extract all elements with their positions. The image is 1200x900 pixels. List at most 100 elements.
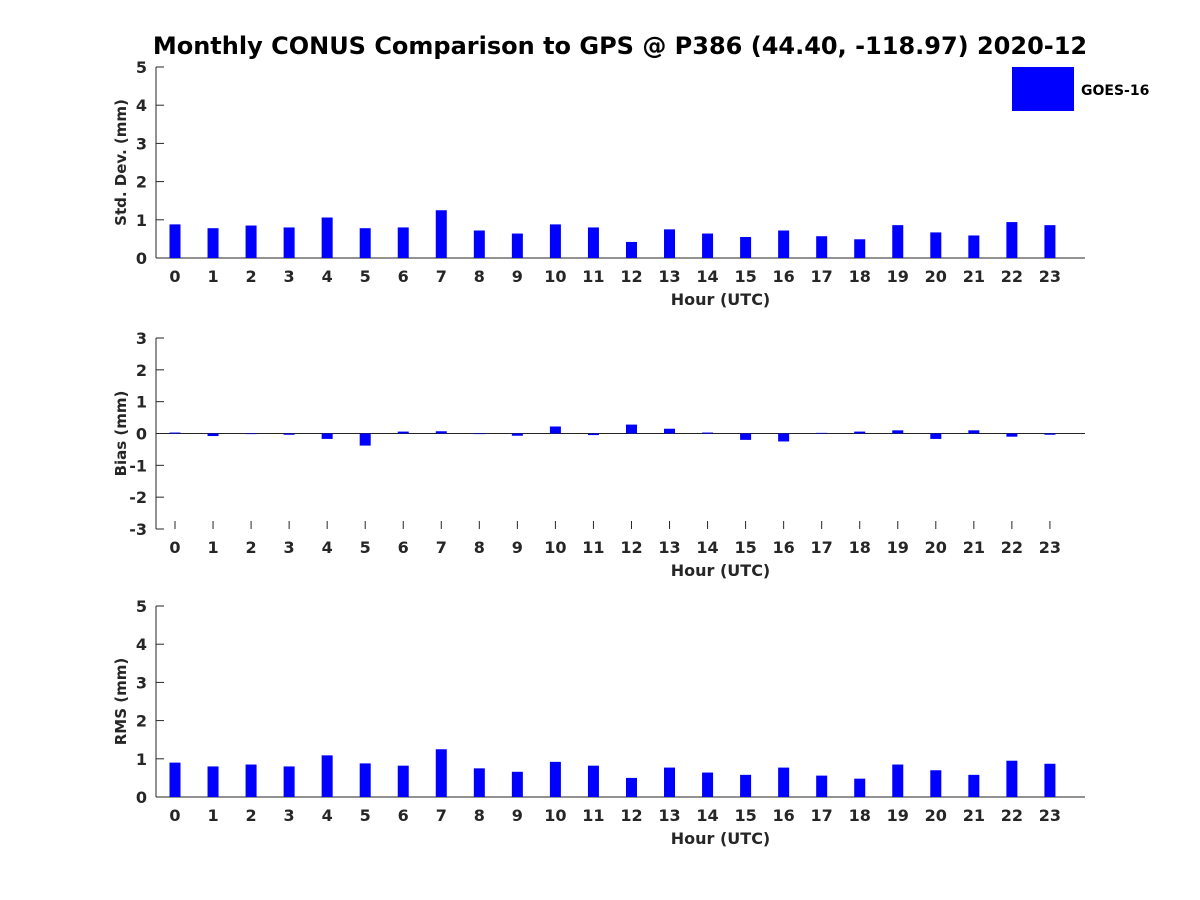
x-tick-label: 8 (474, 267, 485, 286)
bar-rms-hour-8 (473, 768, 485, 797)
bar-rms-hour-23 (1044, 763, 1056, 797)
bar-rms-hour-21 (968, 774, 980, 797)
bar-bias-hour-17 (816, 432, 828, 434)
y-tick-label: 2 (136, 712, 147, 731)
y-axis-label: Std. Dev. (mm) (112, 99, 130, 226)
x-tick-label: 2 (246, 267, 257, 286)
bar-bias-hour-13 (664, 428, 676, 434)
bar-rms-hour-20 (930, 770, 942, 797)
x-tick-label: 19 (887, 806, 909, 825)
x-tick-label: 4 (322, 806, 333, 825)
x-tick-label: 8 (474, 806, 485, 825)
x-tick-label: 18 (849, 806, 871, 825)
legend: GOES-16 (1012, 67, 1149, 111)
y-tick-label: -2 (129, 488, 147, 507)
x-tick-label: 22 (1001, 267, 1023, 286)
x-axis-label: Hour (UTC) (671, 829, 771, 848)
x-tick-label: 17 (811, 267, 833, 286)
bar-bias-hour-0 (169, 432, 181, 434)
x-tick-label: 12 (620, 538, 642, 557)
legend-label-goes-16: GOES-16 (1081, 83, 1149, 99)
bar-std-dev-hour-3 (283, 227, 295, 258)
x-tick-label: 10 (544, 806, 566, 825)
x-tick-label: 12 (620, 267, 642, 286)
bar-bias-hour-20 (930, 433, 942, 439)
bar-bias-hour-3 (283, 433, 295, 435)
bar-std-dev-hour-2 (245, 225, 257, 258)
bar-rms-hour-5 (359, 763, 371, 797)
y-tick-label: -3 (129, 520, 147, 539)
bar-rms-hour-7 (435, 749, 447, 797)
y-axis-label: Bias (mm) (112, 391, 130, 477)
x-tick-label: 8 (474, 538, 485, 557)
bar-rms-hour-2 (245, 764, 257, 797)
x-tick-label: 13 (658, 267, 680, 286)
x-tick-label: 18 (849, 538, 871, 557)
x-tick-label: 14 (696, 538, 718, 557)
y-tick-label: 1 (136, 393, 147, 412)
y-tick-label: 0 (136, 249, 147, 268)
x-tick-label: 22 (1001, 538, 1023, 557)
x-tick-label: 1 (207, 806, 218, 825)
x-axis-label: Hour (UTC) (671, 290, 771, 309)
x-tick-label: 4 (322, 267, 333, 286)
x-tick-label: 16 (773, 538, 795, 557)
bar-bias-hour-5 (359, 433, 371, 446)
bar-rms-hour-6 (397, 765, 409, 797)
bar-std-dev-hour-8 (473, 230, 485, 258)
bar-std-dev-hour-21 (968, 235, 980, 258)
bar-rms-hour-17 (816, 775, 828, 797)
bar-std-dev-hour-22 (1006, 222, 1018, 258)
x-tick-label: 9 (512, 806, 523, 825)
bar-rms-hour-4 (321, 755, 333, 797)
x-tick-label: 16 (773, 267, 795, 286)
y-tick-label: 4 (136, 635, 147, 654)
x-tick-label: 13 (658, 806, 680, 825)
bar-bias-hour-11 (587, 433, 599, 436)
x-tick-label: 6 (398, 267, 409, 286)
x-tick-label: 15 (734, 538, 756, 557)
y-axis-label: RMS (mm) (112, 658, 130, 745)
bar-rms-hour-15 (740, 774, 752, 797)
bar-std-dev-hour-7 (435, 210, 447, 258)
x-tick-label: 6 (398, 538, 409, 557)
x-tick-label: 21 (963, 267, 985, 286)
x-tick-label: 20 (925, 538, 947, 557)
bar-std-dev-hour-5 (359, 228, 371, 258)
x-tick-label: 19 (887, 538, 909, 557)
bar-bias-hour-18 (854, 431, 866, 434)
x-tick-label: 17 (811, 806, 833, 825)
bar-bias-hour-8 (473, 433, 485, 435)
x-tick-label: 16 (773, 806, 795, 825)
y-tick-label: 3 (136, 134, 147, 153)
bar-std-dev-hour-12 (625, 241, 637, 258)
bar-std-dev-hour-11 (587, 227, 599, 258)
x-tick-label: 1 (207, 538, 218, 557)
bar-rms-hour-11 (587, 765, 599, 797)
x-tick-label: 17 (811, 538, 833, 557)
x-tick-label: 0 (169, 538, 180, 557)
x-tick-label: 13 (658, 538, 680, 557)
x-tick-label: 5 (360, 538, 371, 557)
y-tick-label: -1 (129, 456, 147, 475)
bar-bias-hour-22 (1006, 433, 1018, 437)
bar-std-dev-hour-6 (397, 227, 409, 258)
x-tick-label: 20 (925, 806, 947, 825)
bar-rms-hour-19 (892, 764, 904, 797)
bar-std-dev-hour-19 (892, 225, 904, 258)
x-tick-label: 2 (246, 538, 257, 557)
x-tick-label: 7 (436, 538, 447, 557)
chart-title: Monthly CONUS Comparison to GPS @ P386 (… (153, 32, 1087, 60)
y-tick-label: 2 (136, 361, 147, 380)
bar-bias-hour-23 (1044, 433, 1056, 435)
bar-std-dev-hour-14 (702, 233, 714, 258)
bar-rms-hour-0 (169, 762, 181, 797)
x-tick-label: 2 (246, 806, 257, 825)
bar-rms-hour-22 (1006, 760, 1018, 797)
bar-bias-hour-15 (740, 433, 752, 440)
bar-rms-hour-16 (778, 767, 790, 797)
bar-std-dev-hour-0 (169, 224, 181, 258)
